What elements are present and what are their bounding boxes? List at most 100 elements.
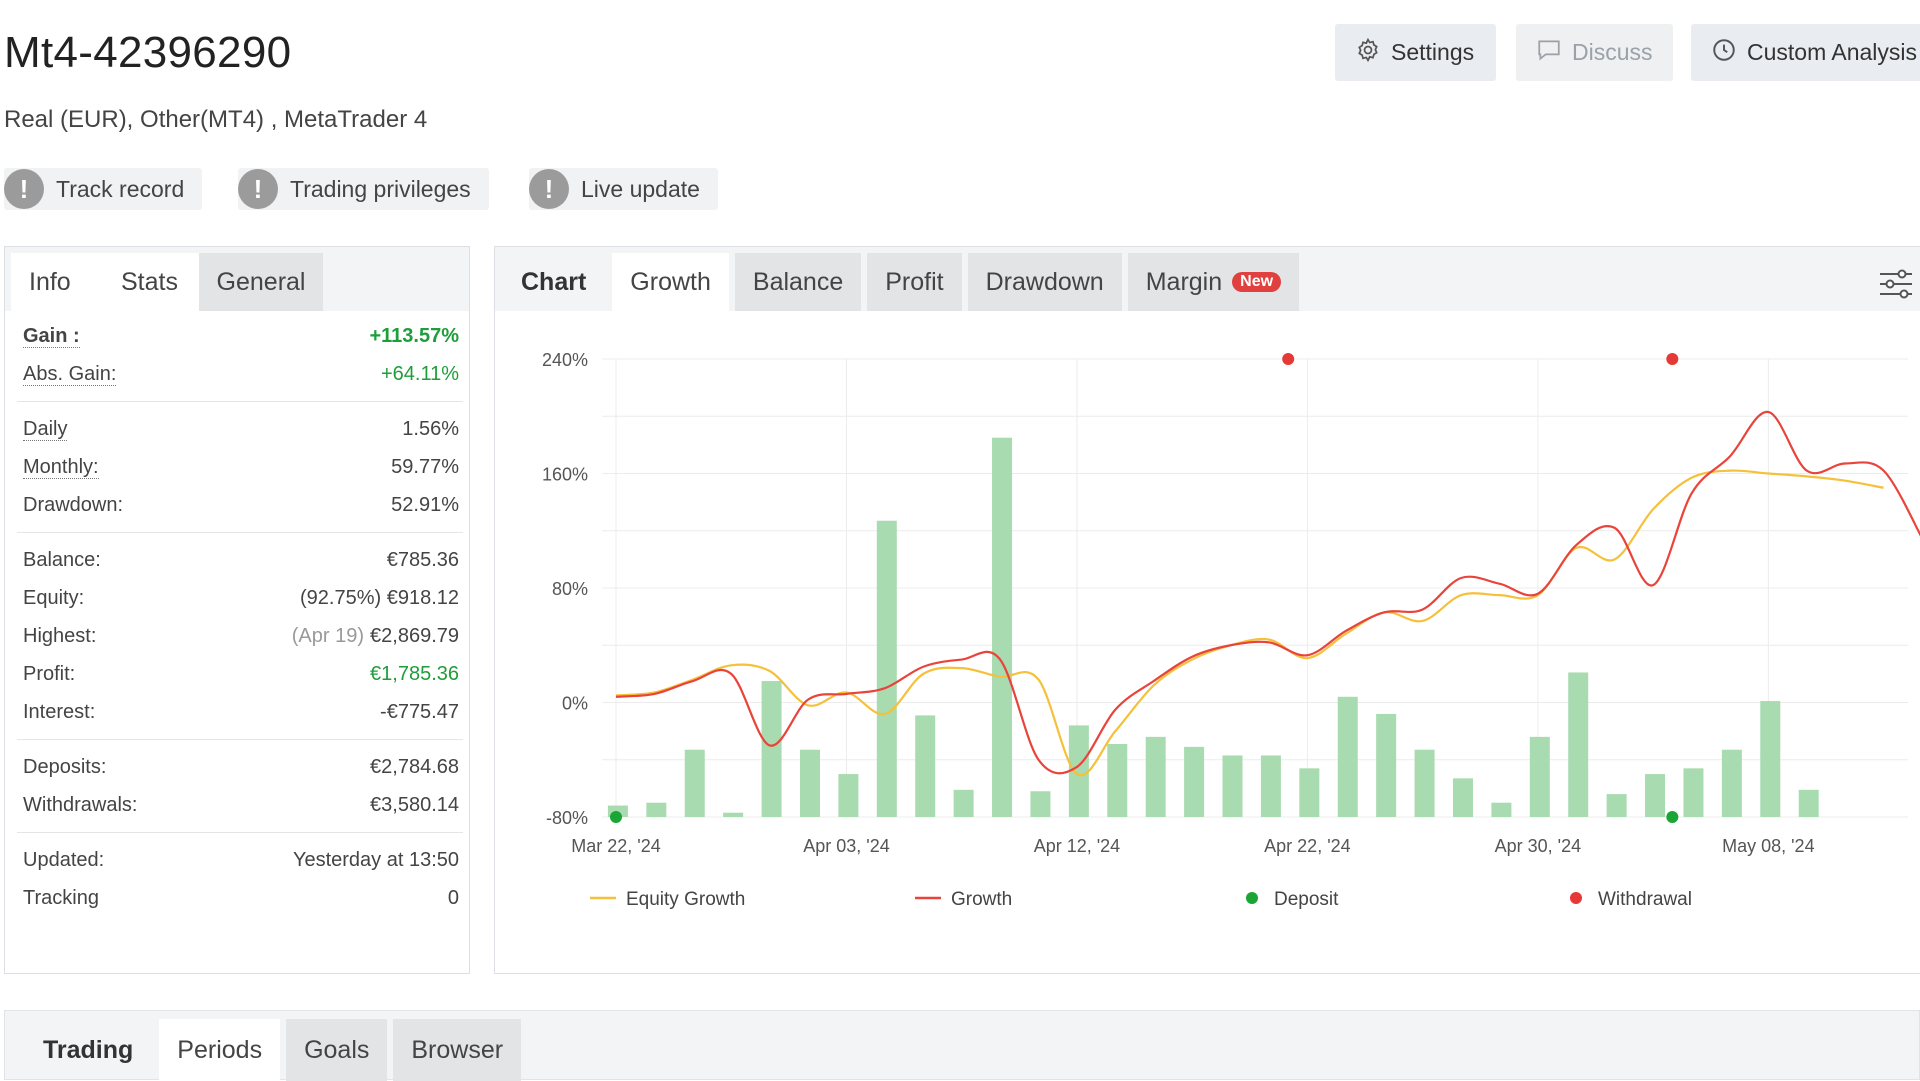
warning-icon: ! — [4, 169, 44, 209]
comment-icon — [1536, 37, 1562, 69]
stats-panel: Info Stats General Gain : +113.57% Abs. … — [4, 246, 470, 974]
stat-label: Deposits: — [23, 755, 107, 778]
highest-date: (Apr 19) — [291, 624, 365, 647]
x-tick-label: Apr 03, '24 — [803, 836, 890, 856]
gear-icon — [1355, 37, 1381, 69]
growth-bar — [1299, 768, 1320, 817]
tab-drawdown[interactable]: Drawdown — [967, 253, 1122, 311]
growth-bar — [1683, 768, 1704, 817]
tab-stats[interactable]: Stats — [103, 253, 199, 311]
stat-label[interactable]: Daily — [23, 417, 68, 441]
stat-label[interactable]: Abs. Gain: — [23, 362, 117, 386]
growth-bar — [1107, 744, 1128, 817]
growth-bar — [1260, 755, 1281, 817]
growth-bar — [915, 715, 936, 817]
chart-panel: Chart Growth Balance Profit Drawdown Mar… — [494, 246, 1920, 974]
stat-value: +64.11% — [380, 362, 459, 385]
stat-profit: Profit: €1,785.36 — [17, 655, 463, 693]
tab-growth[interactable]: Growth — [612, 253, 729, 311]
tab-margin[interactable]: Margin New — [1127, 253, 1300, 311]
stat-value: Yesterday at 13:50 — [292, 848, 459, 871]
growth-bar — [1491, 802, 1512, 817]
stat-label: Profit: — [23, 662, 76, 685]
stat-value: €3,580.14 — [370, 793, 459, 816]
badge-label: Trading privileges — [290, 175, 471, 202]
y-tick-label: -80% — [546, 808, 588, 828]
tab-general[interactable]: General — [199, 253, 323, 311]
equity-amount: €918.12 — [386, 586, 459, 609]
discuss-button[interactable]: Discuss — [1516, 24, 1673, 81]
y-tick-label: 240% — [542, 350, 588, 370]
x-tick-label: Apr 30, '24 — [1495, 836, 1582, 856]
stat-value: 0 — [447, 886, 459, 909]
trading-heading: Trading — [43, 1035, 134, 1064]
growth-bar — [1414, 749, 1435, 817]
stat-drawdown: Drawdown: 52.91% — [17, 486, 463, 524]
stat-label: Interest: — [23, 700, 96, 723]
stat-value: 59.77% — [391, 455, 459, 478]
trading-privileges-badge[interactable]: ! Trading privileges — [238, 168, 489, 210]
equity-percent: (92.75%) — [299, 586, 382, 609]
tab-balance[interactable]: Balance — [734, 253, 862, 311]
x-tick-label: Apr 12, '24 — [1034, 836, 1121, 856]
divider — [17, 832, 463, 833]
y-tick-label: 160% — [542, 465, 588, 485]
y-tick-label: 0% — [562, 694, 588, 714]
growth-bar — [684, 749, 705, 817]
stat-label: Updated: — [23, 848, 105, 871]
tab-profit[interactable]: Profit — [867, 253, 962, 311]
deposit-marker — [610, 811, 622, 823]
tab-info[interactable]: Info — [11, 253, 103, 311]
stat-value-group: (Apr 19) €2,869.79 — [292, 625, 459, 648]
chart-tabbar: Chart Growth Balance Profit Drawdown Mar… — [495, 247, 1920, 311]
growth-bar — [992, 437, 1013, 817]
tab-periods[interactable]: Periods — [159, 1019, 281, 1081]
growth-bar — [646, 802, 667, 817]
legend-label: Growth — [951, 889, 1012, 910]
stat-label: Equity: — [23, 586, 85, 609]
track-record-badge[interactable]: ! Track record — [4, 168, 203, 210]
stats-tabbar: Info Stats General — [5, 247, 469, 311]
stat-value: 52.91% — [391, 493, 459, 516]
tab-browser[interactable]: Browser — [393, 1019, 522, 1081]
custom-analysis-button[interactable]: Custom Analysis — [1691, 24, 1920, 81]
page-title: Mt4-42396290 — [4, 28, 292, 77]
stat-label: Withdrawals: — [23, 793, 138, 816]
highest-amount: €2,869.79 — [370, 624, 459, 647]
stat-interest: Interest: -€775.47 — [17, 693, 463, 731]
warning-icon: ! — [238, 169, 278, 209]
chart-filter-icon[interactable] — [1876, 264, 1916, 309]
growth-bar — [1145, 736, 1166, 817]
stat-value-group: (92.75%) €918.12 — [300, 587, 459, 610]
stat-value: +113.57% — [369, 324, 459, 347]
live-update-badge[interactable]: ! Live update — [529, 168, 718, 210]
settings-button[interactable]: Settings — [1335, 24, 1496, 81]
stat-label: Highest: — [23, 624, 97, 647]
stat-balance: Balance: €785.36 — [17, 541, 463, 579]
growth-bar — [1529, 736, 1550, 817]
bottom-tabbar: Trading Periods Goals Browser — [4, 1010, 1920, 1081]
stat-monthly: Monthly: 59.77% — [17, 448, 463, 486]
badge-label: Live update — [581, 175, 700, 202]
stat-value: -€775.47 — [380, 700, 459, 723]
withdrawal-marker — [1666, 353, 1679, 365]
chart-heading: Chart — [521, 267, 587, 296]
stat-updated: Updated: Yesterday at 13:50 — [17, 841, 463, 879]
growth-bar — [1337, 696, 1358, 817]
growth-bar — [1606, 794, 1627, 817]
stat-label: Balance: — [23, 548, 101, 571]
clock-icon — [1711, 37, 1737, 69]
settings-label: Settings — [1391, 39, 1475, 65]
tab-goals[interactable]: Goals — [286, 1019, 388, 1081]
stat-tracking: Tracking 0 — [17, 879, 463, 917]
stat-label: Tracking — [23, 886, 99, 909]
warning-icon: ! — [529, 169, 569, 209]
stat-label[interactable]: Monthly: — [23, 455, 99, 479]
legend-swatch — [1570, 892, 1582, 904]
growth-bar — [953, 789, 974, 817]
growth-bar — [607, 805, 628, 817]
stat-label[interactable]: Gain : — [23, 324, 80, 348]
stat-daily: Daily 1.56% — [17, 410, 463, 448]
growth-bar — [1222, 755, 1243, 817]
